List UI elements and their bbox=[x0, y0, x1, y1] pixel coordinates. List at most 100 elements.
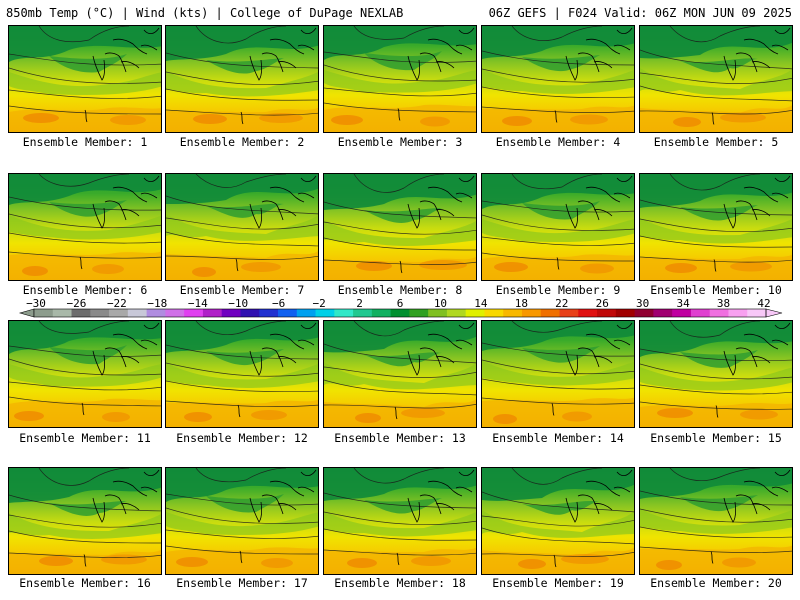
colorbar-tick-label: 2 bbox=[356, 297, 363, 310]
colorbar-swatch bbox=[465, 309, 485, 317]
colorbar-swatch bbox=[597, 309, 617, 317]
map-panel-member-17 bbox=[165, 467, 319, 575]
member-caption: Ensemble Member: 6 bbox=[22, 283, 148, 297]
colorbar-tick-label: 30 bbox=[636, 297, 650, 310]
colorbar-swatch bbox=[202, 309, 223, 317]
colorbar-tick-label: −10 bbox=[228, 297, 249, 310]
colorbar-tick-label: 14 bbox=[474, 297, 488, 310]
colorbar-swatch bbox=[353, 309, 373, 317]
colorbar-tick-label: 38 bbox=[716, 297, 731, 310]
temperature-colorbar bbox=[18, 308, 783, 318]
map-panel-member-6 bbox=[8, 173, 162, 281]
colorbar-swatch bbox=[653, 309, 673, 317]
member-caption: Ensemble Member: 1 bbox=[22, 135, 148, 149]
map-panel-member-10 bbox=[639, 173, 793, 281]
colorbar-swatch bbox=[747, 309, 767, 317]
colorbar-tick-label: 26 bbox=[595, 297, 609, 310]
member-caption: Ensemble Member: 18 bbox=[334, 576, 466, 590]
member-caption: Ensemble Member: 15 bbox=[650, 431, 782, 445]
colorbar-right-arrow bbox=[765, 308, 783, 318]
colorbar-swatch bbox=[390, 309, 410, 317]
colorbar-swatch bbox=[240, 309, 260, 317]
map-panel-member-3 bbox=[323, 25, 477, 133]
member-caption: Ensemble Member: 7 bbox=[179, 283, 305, 297]
colorbar-swatch bbox=[503, 309, 523, 317]
member-caption: Ensemble Member: 13 bbox=[334, 431, 466, 445]
colorbar-swatch bbox=[315, 309, 335, 317]
colorbar-tick-label: −6 bbox=[272, 297, 286, 310]
colorbar-tick-label: 6 bbox=[396, 297, 404, 310]
member-caption: Ensemble Member: 2 bbox=[179, 135, 305, 149]
colorbar-swatch bbox=[184, 309, 204, 317]
colorbar-tick-label: 34 bbox=[676, 297, 690, 310]
member-caption: Ensemble Member: 16 bbox=[19, 576, 151, 590]
colorbar-swatch bbox=[446, 309, 467, 317]
colorbar-tick-label: −26 bbox=[66, 297, 87, 310]
colorbar-swatch bbox=[371, 309, 392, 317]
map-panel-member-9 bbox=[481, 173, 635, 281]
colorbar-swatch bbox=[278, 309, 298, 317]
map-panel-member-15 bbox=[639, 320, 793, 428]
map-panel-member-19 bbox=[481, 467, 635, 575]
colorbar-tick-label: −18 bbox=[147, 297, 168, 310]
colorbar-tick-label: −30 bbox=[26, 297, 46, 310]
colorbar-swatch bbox=[690, 309, 711, 317]
colorbar-swatch bbox=[578, 309, 598, 317]
member-caption: Ensemble Member: 19 bbox=[492, 576, 624, 590]
map-panel-member-13 bbox=[323, 320, 477, 428]
colorbar-swatch bbox=[90, 309, 110, 317]
colorbar-swatch bbox=[71, 309, 91, 317]
map-panel-member-16 bbox=[8, 467, 162, 575]
colorbar-swatch bbox=[728, 309, 748, 317]
colorbar-swatch bbox=[540, 309, 561, 317]
colorbar-swatch bbox=[127, 309, 148, 317]
colorbar-swatch bbox=[165, 309, 185, 317]
map-panel-member-20 bbox=[639, 467, 793, 575]
member-caption: Ensemble Member: 4 bbox=[495, 135, 621, 149]
colorbar-left-arrow bbox=[18, 308, 35, 318]
colorbar-swatch bbox=[109, 309, 129, 317]
colorbar-swatch bbox=[484, 309, 504, 317]
colorbar-tick-label: 42 bbox=[757, 297, 771, 310]
colorbar-swatch bbox=[615, 309, 636, 317]
member-caption: Ensemble Member: 14 bbox=[492, 431, 624, 445]
colorbar-tick-label: 10 bbox=[433, 297, 448, 310]
colorbar-swatch bbox=[522, 309, 542, 317]
colorbar-swatch bbox=[559, 309, 579, 317]
colorbar-tick-label: 22 bbox=[555, 297, 569, 310]
colorbar-swatch bbox=[221, 309, 241, 317]
colorbar-swatch bbox=[52, 309, 73, 317]
colorbar-swatch bbox=[709, 309, 729, 317]
member-caption: Ensemble Member: 3 bbox=[337, 135, 463, 149]
colorbar-swatch bbox=[259, 309, 279, 317]
member-caption: Ensemble Member: 11 bbox=[19, 431, 151, 445]
colorbar-swatch bbox=[428, 309, 448, 317]
colorbar-tick-label: −22 bbox=[106, 297, 127, 310]
map-panel-member-8 bbox=[323, 173, 477, 281]
member-caption: Ensemble Member: 20 bbox=[650, 576, 782, 590]
header-left-title: 850mb Temp (°C) | Wind (kts) | College o… bbox=[6, 6, 404, 20]
member-caption: Ensemble Member: 17 bbox=[176, 576, 308, 590]
member-caption: Ensemble Member: 8 bbox=[337, 283, 463, 297]
map-panel-member-18 bbox=[323, 467, 477, 575]
map-panel-member-7 bbox=[165, 173, 319, 281]
colorbar-outline bbox=[33, 308, 767, 318]
map-panel-member-5 bbox=[639, 25, 793, 133]
map-panel-member-1 bbox=[8, 25, 162, 133]
colorbar-tick-label: 18 bbox=[514, 297, 528, 310]
colorbar-swatch bbox=[296, 309, 317, 317]
colorbar-tick-label: −2 bbox=[312, 297, 326, 310]
map-panel-member-12 bbox=[165, 320, 319, 428]
map-panel-member-4 bbox=[481, 25, 635, 133]
colorbar-swatch bbox=[334, 309, 354, 317]
colorbar-swatch bbox=[634, 309, 654, 317]
map-panel-member-11 bbox=[8, 320, 162, 428]
member-caption: Ensemble Member: 9 bbox=[495, 283, 621, 297]
map-panel-member-2 bbox=[165, 25, 319, 133]
member-caption: Ensemble Member: 10 bbox=[650, 283, 782, 297]
header-right-title: 06Z GEFS | F024 Valid: 06Z MON JUN 09 20… bbox=[488, 6, 792, 20]
colorbar-swatch bbox=[672, 309, 692, 317]
map-panel-member-14 bbox=[481, 320, 635, 428]
colorbar-tick-label: −14 bbox=[187, 297, 208, 310]
colorbar-swatch bbox=[146, 309, 166, 317]
